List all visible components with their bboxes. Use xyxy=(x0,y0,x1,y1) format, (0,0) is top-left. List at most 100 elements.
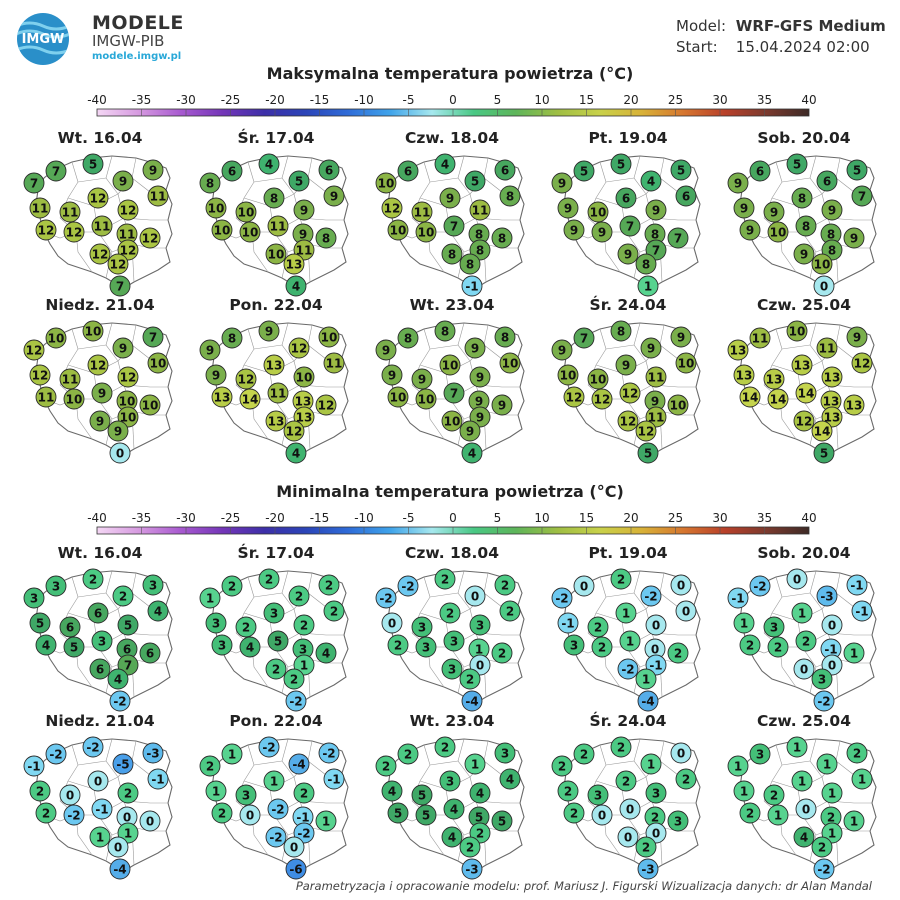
station-value: 8 xyxy=(270,192,278,206)
station-marker: 8 xyxy=(795,215,817,237)
station-marker: 4 xyxy=(107,668,129,690)
station-marker: -4 xyxy=(461,690,483,712)
station-value: 4 xyxy=(292,447,300,461)
station-circle xyxy=(791,602,813,624)
station-marker: -3 xyxy=(142,742,164,764)
station-circle xyxy=(205,197,227,219)
colorbar-tick-label: -10 xyxy=(354,93,374,107)
station-circle xyxy=(387,386,409,408)
station-marker: 8 xyxy=(441,243,463,265)
station-circle xyxy=(670,574,692,596)
station-value: 0 xyxy=(624,831,632,845)
station-value: 10 xyxy=(814,258,831,272)
station-value: 0 xyxy=(114,841,122,855)
station-marker: 9 xyxy=(843,227,865,249)
station-circle xyxy=(397,575,419,597)
station-value: 3 xyxy=(422,641,430,655)
station-marker: -2 xyxy=(813,690,835,712)
station-value: 11 xyxy=(819,342,836,356)
station-value: -2 xyxy=(86,741,99,755)
station-value: 12 xyxy=(594,393,611,407)
station-marker: 6 xyxy=(116,638,138,660)
station-value: 9 xyxy=(850,232,858,246)
colorbar-tick-label: 25 xyxy=(668,93,683,107)
station-value: 9 xyxy=(212,369,220,383)
station-value: 11 xyxy=(648,371,665,385)
station-marker: 12 xyxy=(117,366,139,388)
station-value: -1 xyxy=(561,617,574,631)
station-circle xyxy=(258,736,280,758)
station-value: 9 xyxy=(558,177,566,191)
station-circle xyxy=(739,386,761,408)
station-circle xyxy=(315,810,337,832)
station-circle xyxy=(323,185,345,207)
station-circle xyxy=(563,386,585,408)
station-value: 3 xyxy=(446,775,454,789)
station-circle xyxy=(557,780,579,802)
station-marker: 12 xyxy=(315,394,337,416)
station-marker: -2 xyxy=(258,736,280,758)
station-circle xyxy=(469,614,491,636)
station-marker: 2 xyxy=(235,616,257,638)
station-value: 10 xyxy=(418,393,435,407)
station-circle xyxy=(821,199,843,221)
day-label: Wt. 16.04 xyxy=(57,544,143,562)
station-circle xyxy=(464,337,486,359)
station-marker: 2 xyxy=(293,614,315,636)
station-circle xyxy=(205,612,227,634)
station-circle xyxy=(315,394,337,416)
station-circle xyxy=(375,172,397,194)
station-value: 9 xyxy=(475,395,483,409)
station-circle xyxy=(59,368,81,390)
station-circle xyxy=(795,382,817,404)
province-boundary xyxy=(253,344,283,350)
station-marker: 10 xyxy=(387,386,409,408)
station-marker: 0 xyxy=(795,798,817,820)
station-value: 8 xyxy=(206,177,214,191)
station-value: 2 xyxy=(594,621,602,635)
station-circle xyxy=(87,187,109,209)
station-value: 2 xyxy=(242,621,250,635)
station-marker: 9 xyxy=(323,185,345,207)
station-value: 5 xyxy=(274,635,282,649)
poland-map: 1 -2 -22 -4-11 312-1 12 0 -2-2-20-6 xyxy=(199,736,349,880)
station-value: 2 xyxy=(476,827,484,841)
station-circle xyxy=(617,410,639,432)
province-boundary xyxy=(605,760,635,766)
station-circle xyxy=(551,172,573,194)
station-value: 0 xyxy=(820,280,828,294)
station-marker: 9 xyxy=(640,337,662,359)
station-value: 5 xyxy=(124,619,132,633)
station-value: 5 xyxy=(677,164,685,178)
station-value: 8 xyxy=(651,228,659,242)
station-value: 12 xyxy=(120,244,137,258)
station-value: 7 xyxy=(674,232,682,246)
station-value: 11 xyxy=(94,220,111,234)
station-value: -3 xyxy=(641,863,654,877)
station-value: 12 xyxy=(32,369,49,383)
station-value: 14 xyxy=(814,425,831,439)
station-marker: 2 xyxy=(323,600,345,622)
station-circle xyxy=(675,600,697,622)
station-value: -2 xyxy=(262,741,275,755)
station-circle xyxy=(112,753,134,775)
station-marker: 10 xyxy=(147,352,169,374)
station-circle xyxy=(258,153,280,175)
station-marker: -3 xyxy=(461,858,483,880)
station-circle xyxy=(441,826,463,848)
brand-url[interactable]: modele.imgw.pl xyxy=(92,50,182,62)
station-circle xyxy=(587,368,609,390)
station-marker: 3 xyxy=(235,784,257,806)
station-circle xyxy=(645,614,667,636)
station-value: 11 xyxy=(119,228,136,242)
station-value: 3 xyxy=(299,643,307,657)
station-marker: 2 xyxy=(397,743,419,765)
station-marker: 3 xyxy=(494,742,516,764)
station-circle xyxy=(667,394,689,416)
station-value: -3 xyxy=(465,863,478,877)
station-value: 2 xyxy=(774,641,782,655)
station-marker: 2 xyxy=(573,743,595,765)
station-circle xyxy=(315,642,337,664)
colorbar: -40 -35 -30 -25 -20 -15 -10 -5 0 5 10 15 20 25 30 35 40 xyxy=(87,511,817,535)
